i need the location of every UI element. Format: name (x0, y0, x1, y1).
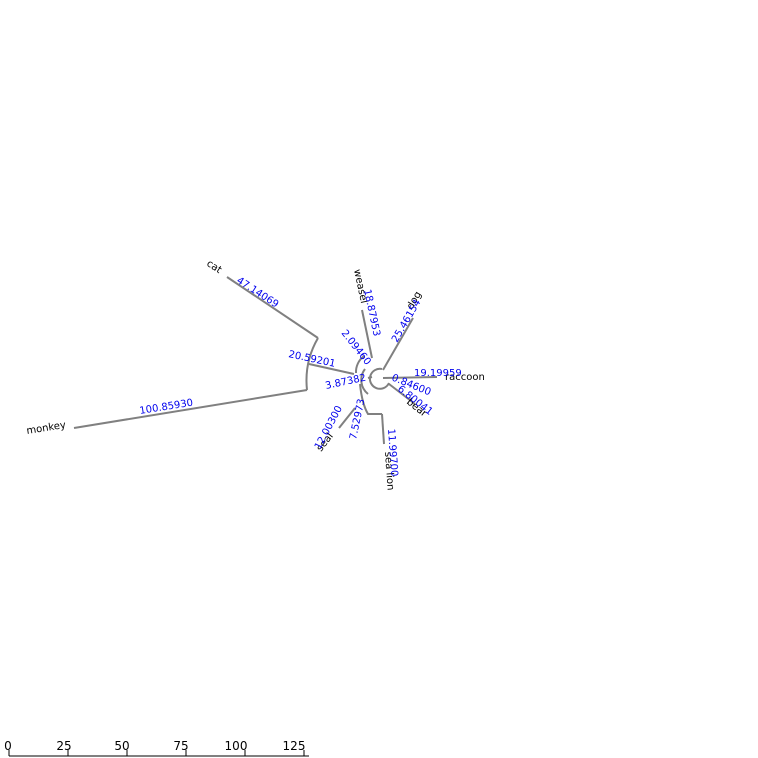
leaf-label-raccoon: raccoon (445, 372, 485, 383)
leaf-label-monkey: monkey (26, 420, 67, 437)
branch-seal-group-arc (359, 383, 382, 415)
scale-tick-label: 100 (225, 739, 248, 753)
branch-dog (382, 317, 414, 371)
scale-bar: 0 25 50 75 100 125 (4, 739, 309, 757)
branch-root-arc (360, 368, 369, 395)
branch-length-labels: 47.14069 100.85930 20.59201 18.87953 2.0… (139, 275, 462, 477)
branch-length-raccoon: 19.19959 (414, 368, 462, 379)
scale-tick-label: 75 (173, 739, 188, 753)
branch-sea-lion (381, 413, 385, 445)
leaf-label-cat: cat (204, 258, 223, 276)
branch-cat (226, 276, 319, 339)
branch-weaseldog-arc (354, 355, 365, 374)
branch-raccoon (382, 376, 438, 379)
branch-length-monkey: 100.85930 (139, 398, 194, 417)
scale-tick-label: 125 (283, 739, 306, 753)
scale-tick-label: 0 (4, 739, 12, 753)
scale-tick-label: 50 (114, 739, 129, 753)
branch-monkey (73, 389, 308, 429)
branch-length-sealgroup: 7.52973 (348, 398, 367, 441)
tree-branches (73, 276, 438, 445)
branch-length-sea-lion: 11.99700 (385, 428, 399, 476)
branch-length-cat: 47.14069 (234, 275, 280, 310)
branch-inner-arc (368, 367, 390, 390)
branch-seal (338, 407, 356, 429)
branch-bear (388, 383, 416, 405)
scale-tick-label: 25 (56, 739, 71, 753)
branch-root-to-catmonkey (308, 363, 355, 375)
branch-catmonkey-arc (305, 337, 319, 391)
leaf-label-sea-lion: sea lion (382, 451, 396, 490)
branch-weasel (361, 309, 373, 359)
branch-length-weasel: 18.87953 (361, 288, 382, 337)
